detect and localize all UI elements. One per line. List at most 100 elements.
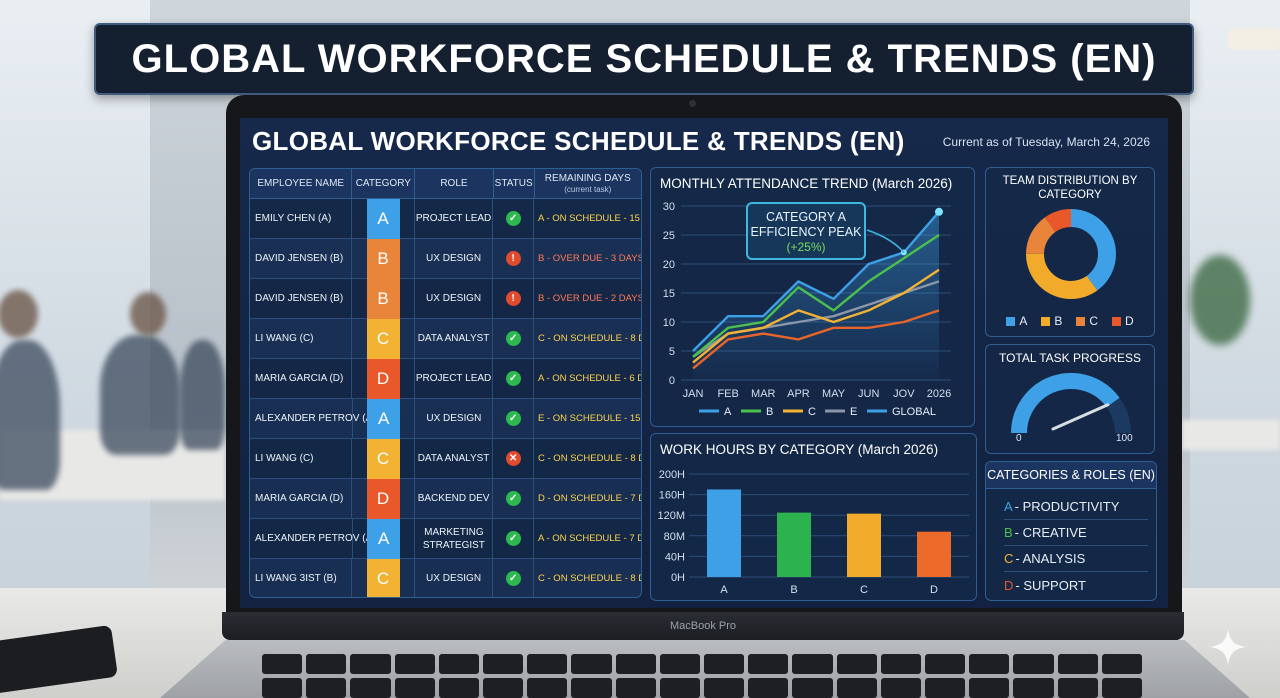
keyboard-key [659, 654, 700, 674]
person-2-head [130, 292, 166, 336]
table-row[interactable]: EMILY CHEN (A) A PROJECT LEAD ✓ A - ON SCHED… [250, 198, 641, 239]
bar-d [917, 531, 951, 577]
table-row[interactable]: MARIA GARCIA (D) D BACKEND DEV ✓ D - ON SCHE… [250, 478, 641, 519]
remaining-days: B - OVER DUE - 3 DAYS [538, 253, 642, 264]
role-item: C- ANALYSIS [1004, 546, 1148, 572]
category-chip: D [366, 358, 400, 399]
employee-name: MARIA GARCIA (D) [250, 359, 353, 398]
header-remaining-label: REMAINING DAYS [544, 172, 631, 184]
header-status[interactable]: STATUS [494, 169, 535, 198]
remaining-days: E - ON SCHEDULE - 15 DAYS [538, 413, 641, 424]
header-remaining-sub: (current task) [564, 184, 612, 194]
legend-label: C [808, 406, 816, 418]
employee-name: ALEXANDER PETROV (A) [250, 519, 376, 558]
y-tick-label: 15 [663, 288, 675, 300]
status-cell: ✕ [493, 439, 534, 478]
dashboard-title: GLOBAL WORKFORCE SCHEDULE & TRENDS (EN) [252, 126, 905, 156]
header-category[interactable]: CATEGORY [352, 169, 416, 198]
y-tick-label: 0 [669, 375, 675, 387]
x-tick-label: C [860, 584, 868, 596]
table-row[interactable]: LI WANG 3IST (B) C UX DESIGN ✓ C - ON SCHEDU… [250, 558, 641, 597]
category-chip: C [366, 438, 400, 479]
plant [1190, 255, 1250, 345]
header-remaining-days[interactable]: REMAINING DAYS (current task) [535, 169, 641, 198]
keyboard-key [306, 654, 347, 674]
keyboard-key [836, 654, 877, 674]
legend-item: A [1006, 314, 1027, 328]
y-tick-label: 25 [663, 230, 675, 242]
header-role[interactable]: ROLE [415, 169, 494, 198]
remaining-days: C - ON SCHEDULE - 8 DAYS [538, 573, 641, 584]
check-circle-icon: ✓ [505, 371, 521, 386]
x-tick-label: FEB [717, 388, 738, 400]
x-tick-label: A [720, 584, 728, 596]
task-progress-title: TOTAL TASK PROGRESS [998, 351, 1142, 365]
category-cell: C [352, 438, 415, 479]
work-hours-panel: WORK HOURS BY CATEGORY (March 2026) 0H 40… [650, 433, 977, 601]
check-circle-icon: ✓ [505, 331, 521, 346]
legend-label: GLOBAL [892, 406, 936, 418]
gauge-max-label: 100 [1116, 433, 1133, 444]
table-row[interactable]: LI WANG (C) C DATA ANALYST ✓ C - ON SCHEDULE… [250, 318, 641, 359]
table-row[interactable]: LI WANG (C) C DATA ANALYST ✕ C - ON SCHEDULE… [250, 438, 641, 479]
table-row[interactable]: ALEXANDER PETROV (A) A UX DESIGN ✓ E - ON SC… [250, 398, 641, 439]
laptop-chin: MacBook Pro [222, 612, 1184, 640]
table-row[interactable]: MARIA GARCIA (D) D PROJECT LEAD ✓ A - ON SCH… [250, 358, 641, 399]
keyboard-key [1101, 678, 1142, 698]
keyboard-key [925, 678, 966, 698]
category-cell: C [352, 558, 415, 597]
role-text: - ANALYSIS [1015, 551, 1086, 566]
category-chip: C [366, 318, 400, 359]
keyboard-key [659, 678, 700, 698]
category-chip: D [366, 478, 400, 519]
category-cell: B [352, 238, 415, 279]
keyboard-key [969, 654, 1010, 674]
check-circle-icon: ✓ [505, 531, 521, 546]
y-tick-label: 20 [663, 259, 675, 271]
table-row[interactable]: ALEXANDER PETROV (A) A MARKETING STRATEGIS… [250, 518, 641, 559]
role-text: - SUPPORT [1015, 577, 1086, 593]
legend-label: E [850, 406, 857, 418]
status-cell: ✓ [493, 199, 534, 238]
keyboard-key [748, 678, 789, 698]
task-progress-gauge [1011, 373, 1131, 434]
keyboard-key [527, 678, 568, 698]
role-item: A- PRODUCTIVITY [1004, 494, 1148, 520]
employee-name: ALEXANDER PETROV (A) [250, 399, 376, 438]
person-1 [0, 340, 60, 490]
table-row[interactable]: DAVID JENSEN (B) B UX DESIGN! B - OVER DUE … [250, 238, 642, 279]
status-cell: ✓ [493, 479, 534, 518]
employee-role: PROJECT LEAD [415, 359, 494, 398]
donut-legend: A B C D [986, 314, 1154, 328]
keyboard-key [615, 678, 656, 698]
employee-role: UX DESIGN [415, 559, 494, 597]
keyboard-key [262, 654, 303, 674]
keyboard-key [306, 678, 347, 698]
callout-line-1: CATEGORY A [766, 210, 846, 224]
employee-role: UX DESIGN [415, 279, 494, 318]
keyboard-key [1013, 678, 1054, 698]
x-tick-label: MAY [822, 388, 846, 400]
employee-role: DATA ANALYST [415, 319, 494, 358]
category-cell: A [353, 398, 416, 439]
attendance-line-chart: 0 5 10 15 20 25 30 JAN FEB MAR APR MAY JUN JOV 2026 A B C… [663, 201, 951, 418]
x-tick-label: APR [787, 388, 810, 400]
laptop-brand: MacBook Pro [669, 620, 737, 632]
employee-role: BACKEND DEV [415, 479, 494, 518]
y-tick-label: 5 [669, 346, 675, 358]
keyboard-key [925, 654, 966, 674]
legend-label: A [1019, 314, 1028, 328]
keyboard-key [880, 678, 921, 698]
header-employee-name[interactable]: EMPLOYEE NAME [250, 169, 353, 198]
employee-name: DAVID JENSEN (B) [250, 279, 353, 318]
table-row[interactable]: DAVID JENSEN (B) B UX DESIGN! B - OVER DUE … [250, 278, 641, 319]
team-distribution-panel: TEAM DISTRIBUTION BY CATEGORY A B C D [985, 167, 1155, 337]
legend-swatch [1041, 316, 1051, 326]
person-1-head [0, 290, 38, 338]
series-line-a [692, 211, 940, 352]
gauge-min-label: 0 [1016, 433, 1022, 444]
x-tick-label: D [930, 584, 938, 596]
y-tick-label: 200H [659, 469, 685, 481]
keyboard-key [438, 678, 479, 698]
keyboard-key [704, 678, 745, 698]
